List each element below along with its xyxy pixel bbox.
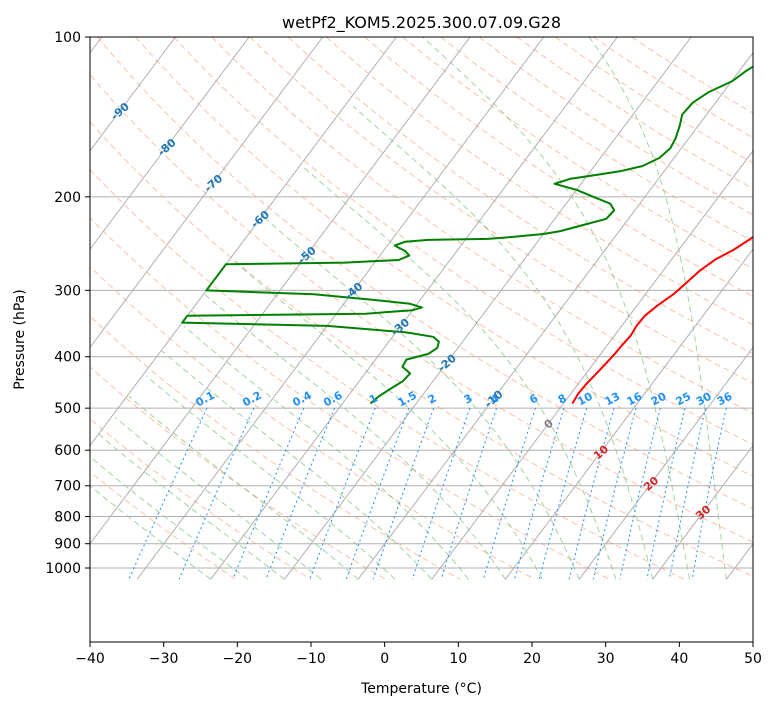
dry-adiabat (174, 37, 775, 579)
moist-adiabat (184, 326, 469, 579)
isotherm-label: -100 (59, 61, 89, 89)
y-tick-label: 700 (54, 479, 81, 495)
mixing-ratio-line (569, 408, 614, 579)
dry-adiabat (97, 37, 775, 579)
x-tick-label: −30 (149, 651, 179, 667)
mixing-ratio-line (373, 408, 434, 579)
moist-adiabat (115, 417, 321, 579)
mixing-ratio-label: 13 (603, 390, 623, 409)
isotherm (284, 37, 691, 579)
mixing-ratio-line (692, 408, 726, 579)
mixing-ratio-line (266, 408, 335, 579)
mixing-ratio-line (669, 408, 705, 579)
isotherm (0, 37, 323, 579)
x-axis-label: Temperature (°C) (360, 681, 482, 697)
chart-title: wetPf2_KOM5.2025.300.07.09.G28 (282, 13, 561, 33)
isotherm (579, 37, 775, 579)
y-tick-label: 100 (54, 30, 81, 46)
mixing-ratio-label: 0.4 (290, 389, 314, 410)
moist-adiabat (72, 470, 211, 579)
mixing-ratio-label: 1 (367, 392, 380, 407)
x-axis: −40 −30 −20 −10 0 10 20 30 40 50 (75, 642, 762, 667)
dry-adiabat (555, 37, 775, 579)
y-axis-label: Pressure (hPa) (12, 289, 28, 389)
isotherm-label: -20 (435, 352, 459, 375)
mixing-ratio-line (233, 408, 304, 579)
mixing-ratio-line (515, 408, 564, 579)
y-tick-label: 600 (54, 443, 81, 459)
isotherm-label: -90 (108, 100, 132, 123)
x-tick-label: −40 (75, 651, 105, 667)
dry-adiabat (136, 37, 775, 579)
dry-adiabat (0, 37, 684, 579)
isotherm (63, 37, 470, 579)
x-tick-label: 50 (744, 651, 762, 667)
mixing-ratio-line (484, 408, 536, 579)
isotherm (653, 37, 775, 579)
dry-adiabat (0, 37, 460, 579)
isotherm-label: 10 (591, 442, 611, 462)
y-tick-label: 900 (54, 537, 81, 553)
y-tick-label: 500 (54, 401, 81, 417)
mixing-ratio-label: 16 (625, 390, 645, 409)
mixing-ratio-line (129, 408, 207, 579)
dry-adiabat (479, 37, 775, 579)
x-tick-label: 0 (380, 651, 389, 667)
isotherm-label: -70 (202, 172, 226, 195)
mixing-ratio-line (539, 408, 586, 579)
y-tick-label: 300 (54, 283, 81, 299)
mixing-ratio-label: 2 (426, 392, 439, 407)
isotherm (726, 37, 775, 579)
isotherm-label: -30 (389, 316, 413, 339)
mixing-ratio-label: 25 (674, 390, 694, 409)
y-axis: 100 200 300 400 500 600 700 800 900 1000 (45, 30, 90, 577)
dry-adiabat (288, 37, 775, 579)
mixing-ratio-line (179, 408, 254, 579)
dry-adiabat (0, 37, 609, 579)
x-tick-label: 20 (523, 651, 541, 667)
mixing-ratio-line (412, 408, 470, 579)
mixing-ratio-label: 20 (649, 390, 669, 409)
moist-adiabat (235, 262, 543, 580)
dry-adiabat (441, 37, 775, 579)
y-tick-label: 200 (54, 190, 81, 206)
isotherm-label: -60 (248, 208, 272, 231)
x-tick-label: 30 (597, 651, 615, 667)
isotherm (211, 37, 618, 579)
dry-adiabat (250, 37, 775, 579)
moist-adiabat (146, 376, 395, 579)
y-tick-label: 1000 (45, 561, 81, 577)
mixing-ratio-label: 0.1 (194, 389, 217, 410)
isotherm-label: 20 (641, 474, 661, 494)
dry-adiabat (212, 37, 775, 579)
y-tick-label: 400 (54, 350, 81, 366)
dry-adiabat (21, 37, 759, 579)
plot-area: -100-90-80-70-60-50-40-30-20-10010203040… (0, 37, 775, 579)
moist-adiabat (589, 37, 726, 579)
mixing-ratio-label: 0.6 (321, 389, 345, 410)
isotherm-label: 40 (748, 527, 768, 547)
x-tick-label: 40 (670, 651, 688, 667)
x-tick-label: −20 (223, 651, 253, 667)
x-tick-label: 10 (449, 651, 467, 667)
dry-adiabat (403, 37, 775, 579)
isotherm-label: -80 (155, 136, 179, 159)
dry-adiabat (593, 37, 775, 579)
mixing-ratio-label: 36 (715, 390, 735, 409)
mixing-ratio-line (647, 408, 685, 579)
mixing-ratio-line (441, 408, 496, 579)
isotherm-label: 30 (693, 502, 713, 522)
dry-adiabat (0, 37, 311, 579)
x-tick-label: −10 (296, 651, 326, 667)
y-tick-label: 800 (54, 510, 81, 526)
mixing-ratio-label: 0.2 (240, 389, 263, 410)
